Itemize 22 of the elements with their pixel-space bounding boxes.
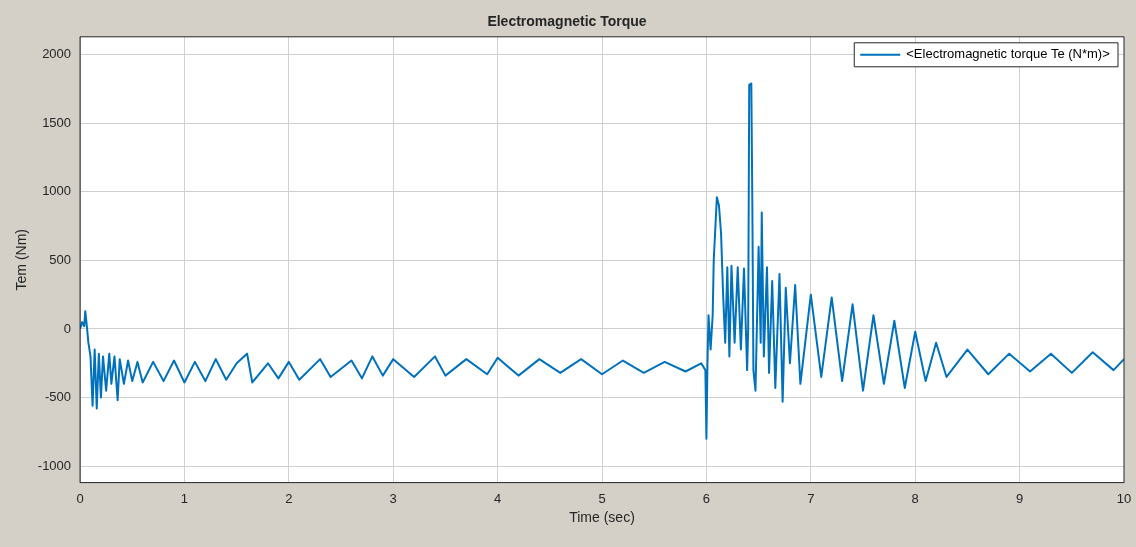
y-tick-label: -1000	[37, 457, 72, 473]
x-tick-label: 10	[1116, 490, 1132, 506]
x-axis-title: Time (sec)	[569, 509, 635, 526]
legend-label: <Electromagnetic torque Te (N*m)>	[906, 46, 1110, 62]
x-tick-label: 8	[911, 490, 919, 506]
y-axis-title: Tem (Nm)	[13, 228, 30, 291]
chart-title: Electromagnetic Torque	[487, 13, 647, 30]
y-tick-label: 2000	[42, 46, 72, 62]
x-tick-label: 3	[389, 490, 397, 506]
y-tick-label: 1000	[42, 183, 72, 199]
x-tick-label: 6	[702, 490, 711, 506]
x-tick-label: 4	[494, 490, 502, 506]
y-tick-label: 500	[49, 251, 72, 267]
x-tick-label: 2	[285, 490, 293, 506]
y-tick-label: 1500	[42, 114, 72, 130]
x-tick-label: 9	[1015, 490, 1024, 506]
y-tick-label: -500	[45, 389, 72, 405]
x-tick-label: 0	[76, 490, 84, 506]
x-tick-label: 5	[598, 490, 606, 506]
x-tick-label: 7	[807, 490, 815, 506]
y-tick-label: 0	[63, 320, 72, 336]
x-tick-label: 1	[180, 490, 189, 506]
